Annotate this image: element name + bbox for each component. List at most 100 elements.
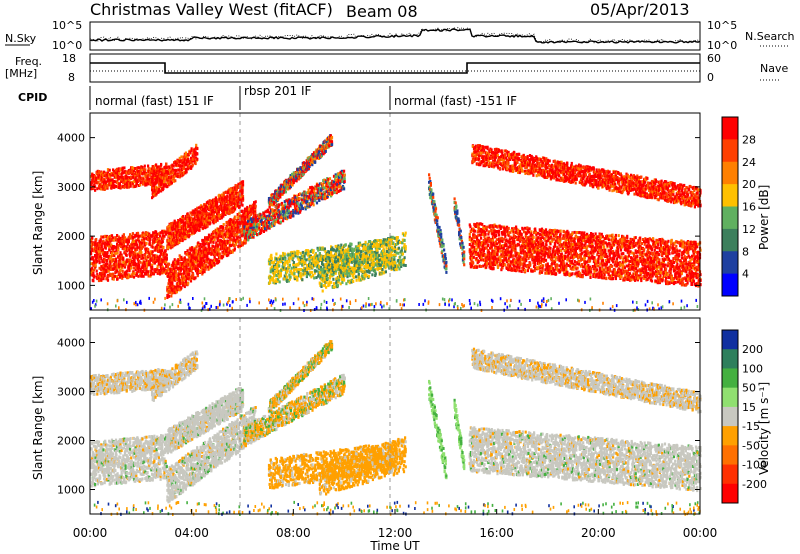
echo-cell [196, 147, 198, 150]
echo-cell [159, 235, 161, 238]
echo-cell [293, 272, 295, 275]
echo-cell [255, 200, 257, 203]
echo-cell [222, 215, 224, 218]
echo-cell [132, 232, 134, 235]
nsky-trace [90, 29, 700, 43]
echo-cell [147, 270, 149, 273]
echo-cell [192, 164, 194, 167]
echo-cell [311, 271, 313, 274]
echo-cell [269, 281, 271, 284]
echo-cell [222, 226, 224, 229]
echo-cell [241, 210, 243, 213]
echo-cell [147, 248, 149, 251]
echo-cell [98, 170, 100, 173]
echo-cell [128, 239, 130, 242]
freq-unit-label: [MHz] [5, 67, 37, 80]
echo-cell [283, 277, 285, 280]
echo-cell [215, 196, 217, 199]
echo-cell [133, 240, 135, 243]
echo-cell [105, 247, 107, 250]
echo-cell [263, 230, 265, 233]
echo-cell [289, 276, 291, 279]
freq-ytick-bottom: 8 [68, 71, 75, 84]
echo-cell [168, 295, 170, 298]
echo-cell [206, 255, 208, 258]
echo-cell [241, 204, 243, 207]
echo-cell [196, 152, 198, 155]
echo-cell [211, 253, 213, 256]
nave-ytick-bottom: 0 [707, 71, 714, 84]
plot-title: Christmas Valley West (fitACF) [90, 0, 333, 19]
echo-cell [145, 259, 147, 262]
echo-cell [235, 243, 237, 246]
echo-cell [116, 270, 118, 273]
date-label: 05/Apr/2013 [590, 0, 690, 19]
echo-cell [214, 238, 216, 241]
echo-cell [297, 250, 299, 253]
echo-cell [95, 177, 97, 180]
echo-cell [184, 285, 186, 288]
echo-cell [186, 170, 188, 173]
echo-cell [250, 213, 252, 216]
echo-cell [130, 267, 132, 270]
echo-cell [142, 257, 144, 260]
echo-cell [196, 245, 198, 248]
echo-cell [313, 277, 315, 280]
echo-cell [117, 277, 119, 280]
echo-cell [113, 239, 115, 242]
nsky-label: N.Sky [5, 32, 37, 45]
echo-cell [92, 279, 94, 282]
echo-cell [166, 258, 168, 261]
echo-cell [149, 238, 151, 241]
echo-cell [180, 155, 182, 158]
echo-cell [126, 254, 128, 257]
echo-cell [96, 270, 98, 273]
echo-cell [218, 260, 220, 263]
echo-cell [144, 165, 146, 168]
echo-cell [318, 199, 320, 202]
echo-cell [106, 251, 108, 254]
echo-cell [272, 279, 274, 282]
echo-cell [187, 249, 189, 252]
echo-cell [113, 278, 115, 281]
echo-cell [343, 170, 345, 173]
echo-cell [183, 271, 185, 274]
echo-cell [198, 229, 200, 232]
echo-cell [95, 264, 97, 267]
echo-cell [102, 249, 104, 252]
echo-cell [162, 246, 164, 249]
echo-cell [196, 249, 198, 252]
echo-cell [94, 189, 96, 192]
echo-cell [144, 254, 146, 257]
echo-cell [109, 249, 111, 252]
echo-cell [122, 270, 124, 273]
echo-cell [170, 295, 172, 298]
echo-cell [205, 268, 207, 271]
echo-cell [160, 163, 162, 166]
echo-cell [223, 223, 225, 226]
echo-cell [278, 204, 280, 207]
echo-cell [293, 261, 295, 264]
echo-cell [118, 172, 120, 175]
cpid-segment-2: rbsp 201 IF [244, 84, 311, 98]
freq-trace [90, 63, 700, 73]
echo-cell [212, 241, 214, 244]
nave-ytick-top: 60 [707, 52, 721, 65]
echo-cell [166, 254, 168, 257]
nsky-ytick-top: 10^5 [52, 19, 82, 32]
echo-cell [218, 248, 220, 251]
echo-cell [271, 257, 273, 260]
echo-cell [309, 260, 311, 263]
echo-cell [130, 185, 132, 188]
echo-cell [165, 163, 167, 166]
echo-cell [305, 258, 307, 261]
echo-cell [160, 183, 162, 186]
echo-cell [242, 180, 244, 183]
echo-cell [277, 261, 279, 264]
echo-cell [279, 280, 281, 283]
echo-cell [280, 221, 282, 224]
echo-cell [171, 182, 173, 185]
echo-cell [313, 249, 315, 252]
echo-cell [344, 180, 346, 183]
